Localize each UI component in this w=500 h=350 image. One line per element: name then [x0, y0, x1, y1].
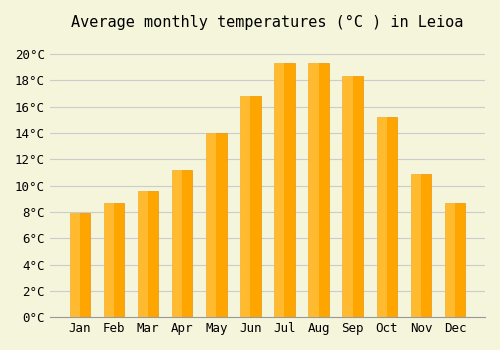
Bar: [138, 191, 148, 317]
Bar: [240, 96, 250, 317]
Bar: [104, 203, 124, 317]
Bar: [445, 203, 455, 317]
Bar: [104, 203, 114, 317]
Bar: [240, 96, 260, 317]
Bar: [206, 133, 216, 317]
Bar: [70, 213, 80, 317]
Bar: [274, 63, 284, 317]
Bar: [308, 63, 329, 317]
Bar: [274, 63, 294, 317]
Bar: [376, 117, 387, 317]
Bar: [342, 76, 352, 317]
Bar: [206, 133, 227, 317]
Bar: [376, 117, 397, 317]
Title: Average monthly temperatures (°C ) in Leioa: Average monthly temperatures (°C ) in Le…: [71, 15, 464, 30]
Bar: [308, 63, 318, 317]
Bar: [172, 170, 193, 317]
Bar: [445, 203, 465, 317]
Bar: [410, 174, 431, 317]
Bar: [70, 213, 90, 317]
Bar: [342, 76, 363, 317]
Bar: [172, 170, 182, 317]
Bar: [138, 191, 158, 317]
Bar: [410, 174, 421, 317]
